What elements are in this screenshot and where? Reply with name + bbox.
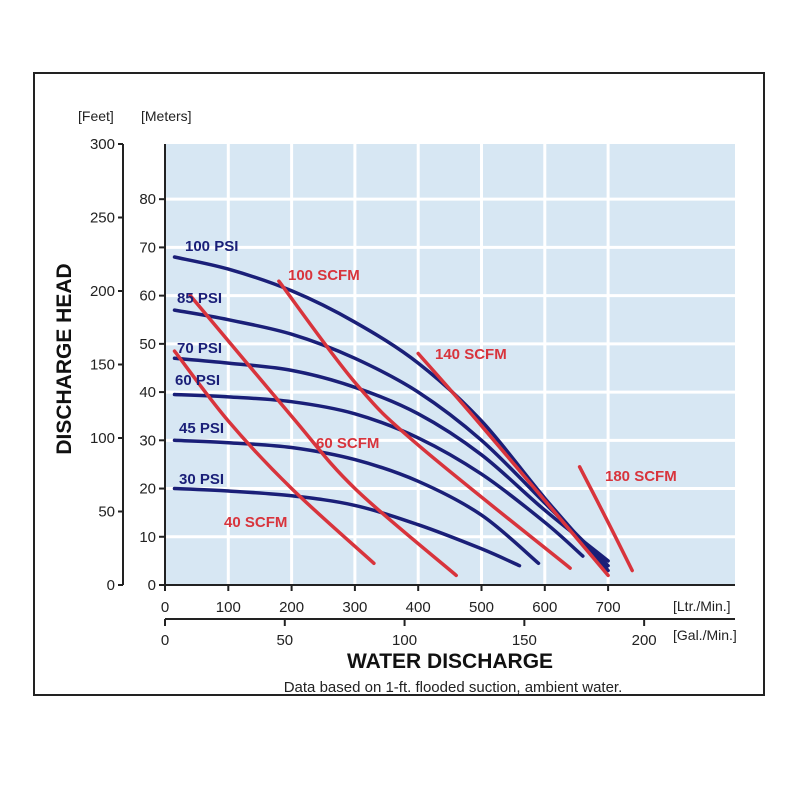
gallons-tick-label: 200 <box>632 632 657 649</box>
pressure-label-100-psi: 100 PSI <box>185 238 238 255</box>
feet-tick-label: 50 <box>98 504 115 521</box>
pressure-label-45-psi: 45 PSI <box>179 420 224 437</box>
pressure-label-30-psi: 30 PSI <box>179 471 224 488</box>
pressure-curve-30-psi <box>172 486 522 568</box>
liters-tick-label: 300 <box>342 599 367 616</box>
feet-tick-label: 100 <box>90 430 115 447</box>
pressure-label-70-psi: 70 PSI <box>177 340 222 357</box>
performance-chart: 0 50 100 150 200 250 300 0 10 20 30 40 50 60 70 80 0 100 2… <box>53 108 737 694</box>
y-axis-title: DISCHARGE HEAD <box>53 263 76 454</box>
air-curve-140-scfm <box>416 351 610 578</box>
meters-tick-label: 50 <box>139 336 156 353</box>
air-curve-180-scfm <box>577 465 634 573</box>
liters-tick-label: 0 <box>161 599 169 616</box>
gallons-axis-unit: [Gal./Min.] <box>673 627 737 643</box>
feet-tick-label: 150 <box>90 357 115 374</box>
footnote: Data based on 1-ft. flooded suction, amb… <box>284 679 623 694</box>
gallons-tick-label: 0 <box>161 632 169 649</box>
pressure-label-85-psi: 85 PSI <box>177 290 222 307</box>
pressure-curve-70-psi <box>172 356 610 563</box>
air-label-180-scfm: 180 SCFM <box>605 468 677 485</box>
pressure-label-60-psi: 60 PSI <box>175 372 220 389</box>
meters-tick-label: 70 <box>139 239 156 256</box>
air-label-140-scfm: 140 SCFM <box>435 346 507 363</box>
meters-tick-label: 30 <box>139 432 156 449</box>
feet-tick-label: 200 <box>90 283 115 300</box>
air-curve-100-scfm <box>277 279 572 570</box>
curve-labels: 100 PSI 85 PSI 70 PSI 60 PSI 45 PSI 30 PSI 40 … <box>175 238 677 531</box>
air-label-100-scfm: 100 SCFM <box>288 267 360 284</box>
feet-tick-label: 0 <box>107 577 115 594</box>
pressure-curve-45-psi <box>172 438 541 566</box>
gallons-tick-label: 150 <box>512 632 537 649</box>
meters-tick-label: 10 <box>139 529 156 546</box>
meters-axis-unit: [Meters] <box>141 108 192 124</box>
gallons-tick-label: 50 <box>276 632 293 649</box>
chart-frame: 0 50 100 150 200 250 300 0 10 20 30 40 50 60 70 80 0 100 2… <box>33 72 765 696</box>
liters-tick-label: 100 <box>216 599 241 616</box>
meters-tick-label: 20 <box>139 481 156 498</box>
pressure-curve-60-psi <box>172 392 585 558</box>
liters-axis-unit: [Ltr./Min.] <box>673 598 731 614</box>
air-curve-40-scfm <box>172 349 376 566</box>
curves <box>172 255 634 578</box>
x-axis-title: WATER DISCHARGE <box>347 650 553 673</box>
liters-tick-label: 400 <box>406 599 431 616</box>
feet-axis-unit: [Feet] <box>78 108 114 124</box>
meters-tick-label: 40 <box>139 384 156 401</box>
liters-tick-label: 700 <box>596 599 621 616</box>
gallons-tick-label: 100 <box>392 632 417 649</box>
meters-tick-label: 0 <box>148 577 156 594</box>
liters-tick-label: 600 <box>532 599 557 616</box>
meters-tick-label: 80 <box>139 191 156 208</box>
air-label-40-scfm: 40 SCFM <box>224 514 287 531</box>
air-label-60-scfm: 60 SCFM <box>316 435 379 452</box>
air-curve-60-scfm <box>188 293 458 578</box>
axes: 0 50 100 150 200 250 300 0 10 20 30 40 50 60 70 80 0 100 2… <box>90 136 735 649</box>
liters-tick-label: 200 <box>279 599 304 616</box>
liters-tick-label: 500 <box>469 599 494 616</box>
meters-tick-label: 60 <box>139 288 156 305</box>
feet-tick-label: 250 <box>90 210 115 227</box>
feet-tick-label: 300 <box>90 136 115 153</box>
